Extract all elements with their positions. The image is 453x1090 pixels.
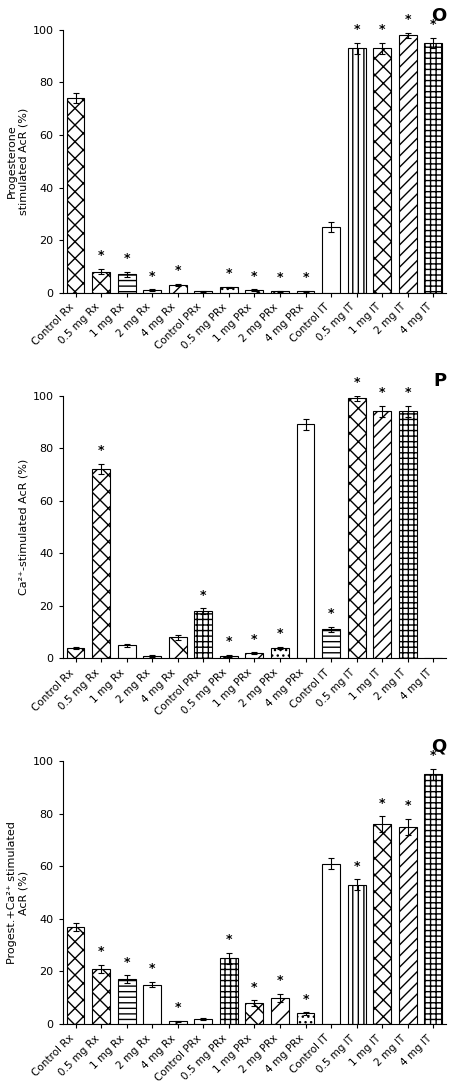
Bar [67, 647, 84, 658]
Text: *: * [123, 252, 130, 265]
Bar [118, 979, 135, 1024]
Bar [424, 43, 442, 293]
Text: *: * [430, 19, 437, 32]
Bar [143, 656, 161, 658]
Text: O: O [431, 7, 446, 25]
Y-axis label: Progesterone
stimulated AcR (%): Progesterone stimulated AcR (%) [7, 108, 29, 215]
Text: *: * [149, 269, 155, 282]
Text: *: * [405, 799, 411, 812]
Bar [399, 35, 417, 293]
Text: *: * [251, 981, 258, 994]
Bar [194, 291, 212, 293]
Bar [169, 638, 187, 658]
Bar [347, 398, 366, 658]
Text: *: * [98, 445, 104, 458]
Text: *: * [98, 945, 104, 958]
Bar [322, 227, 340, 293]
Bar [143, 290, 161, 293]
Bar [373, 48, 391, 293]
Bar [118, 645, 135, 658]
Text: *: * [302, 993, 309, 1006]
Bar [424, 774, 442, 1024]
Bar [246, 1003, 263, 1024]
Bar [271, 997, 289, 1024]
Bar [373, 824, 391, 1024]
Text: *: * [174, 264, 181, 277]
Bar [271, 291, 289, 293]
Text: *: * [277, 271, 283, 284]
Text: *: * [302, 271, 309, 284]
Bar [220, 958, 238, 1024]
Text: *: * [149, 962, 155, 976]
Bar [92, 469, 110, 658]
Y-axis label: Ca²⁺-stimulated AcR (%): Ca²⁺-stimulated AcR (%) [19, 459, 29, 595]
Text: *: * [200, 589, 207, 602]
Text: *: * [174, 1001, 181, 1014]
Text: *: * [353, 860, 360, 873]
Text: *: * [379, 797, 386, 810]
Bar [347, 885, 366, 1024]
Bar [297, 424, 314, 658]
Bar [297, 291, 314, 293]
Bar [143, 984, 161, 1024]
Text: *: * [251, 269, 258, 282]
Bar [194, 1019, 212, 1024]
Text: *: * [405, 387, 411, 399]
Bar [194, 611, 212, 658]
Text: *: * [251, 632, 258, 645]
Bar [347, 48, 366, 293]
Bar [246, 290, 263, 293]
Bar [92, 969, 110, 1024]
Text: *: * [123, 956, 130, 969]
Bar [220, 656, 238, 658]
Bar [246, 653, 263, 658]
Bar [271, 647, 289, 658]
Text: P: P [433, 373, 446, 390]
Bar [297, 1014, 314, 1024]
Bar [169, 284, 187, 293]
Text: *: * [379, 387, 386, 399]
Bar [399, 411, 417, 658]
Text: *: * [226, 933, 232, 946]
Text: *: * [379, 24, 386, 36]
Text: *: * [226, 635, 232, 649]
Bar [67, 926, 84, 1024]
Bar [92, 271, 110, 293]
Text: *: * [98, 250, 104, 263]
Text: *: * [353, 24, 360, 36]
Bar [118, 275, 135, 293]
Text: Q: Q [431, 738, 446, 756]
Text: *: * [353, 376, 360, 389]
Bar [322, 629, 340, 658]
Y-axis label: Progest.+Ca²⁺ stimulated
AcR (%): Progest.+Ca²⁺ stimulated AcR (%) [7, 821, 29, 964]
Bar [220, 288, 238, 293]
Bar [373, 411, 391, 658]
Text: *: * [226, 267, 232, 280]
Text: *: * [328, 607, 334, 620]
Text: *: * [277, 627, 283, 640]
Bar [322, 863, 340, 1024]
Bar [399, 827, 417, 1024]
Text: *: * [277, 974, 283, 988]
Text: *: * [430, 750, 437, 763]
Bar [67, 98, 84, 293]
Bar [169, 1021, 187, 1024]
Text: *: * [405, 13, 411, 26]
